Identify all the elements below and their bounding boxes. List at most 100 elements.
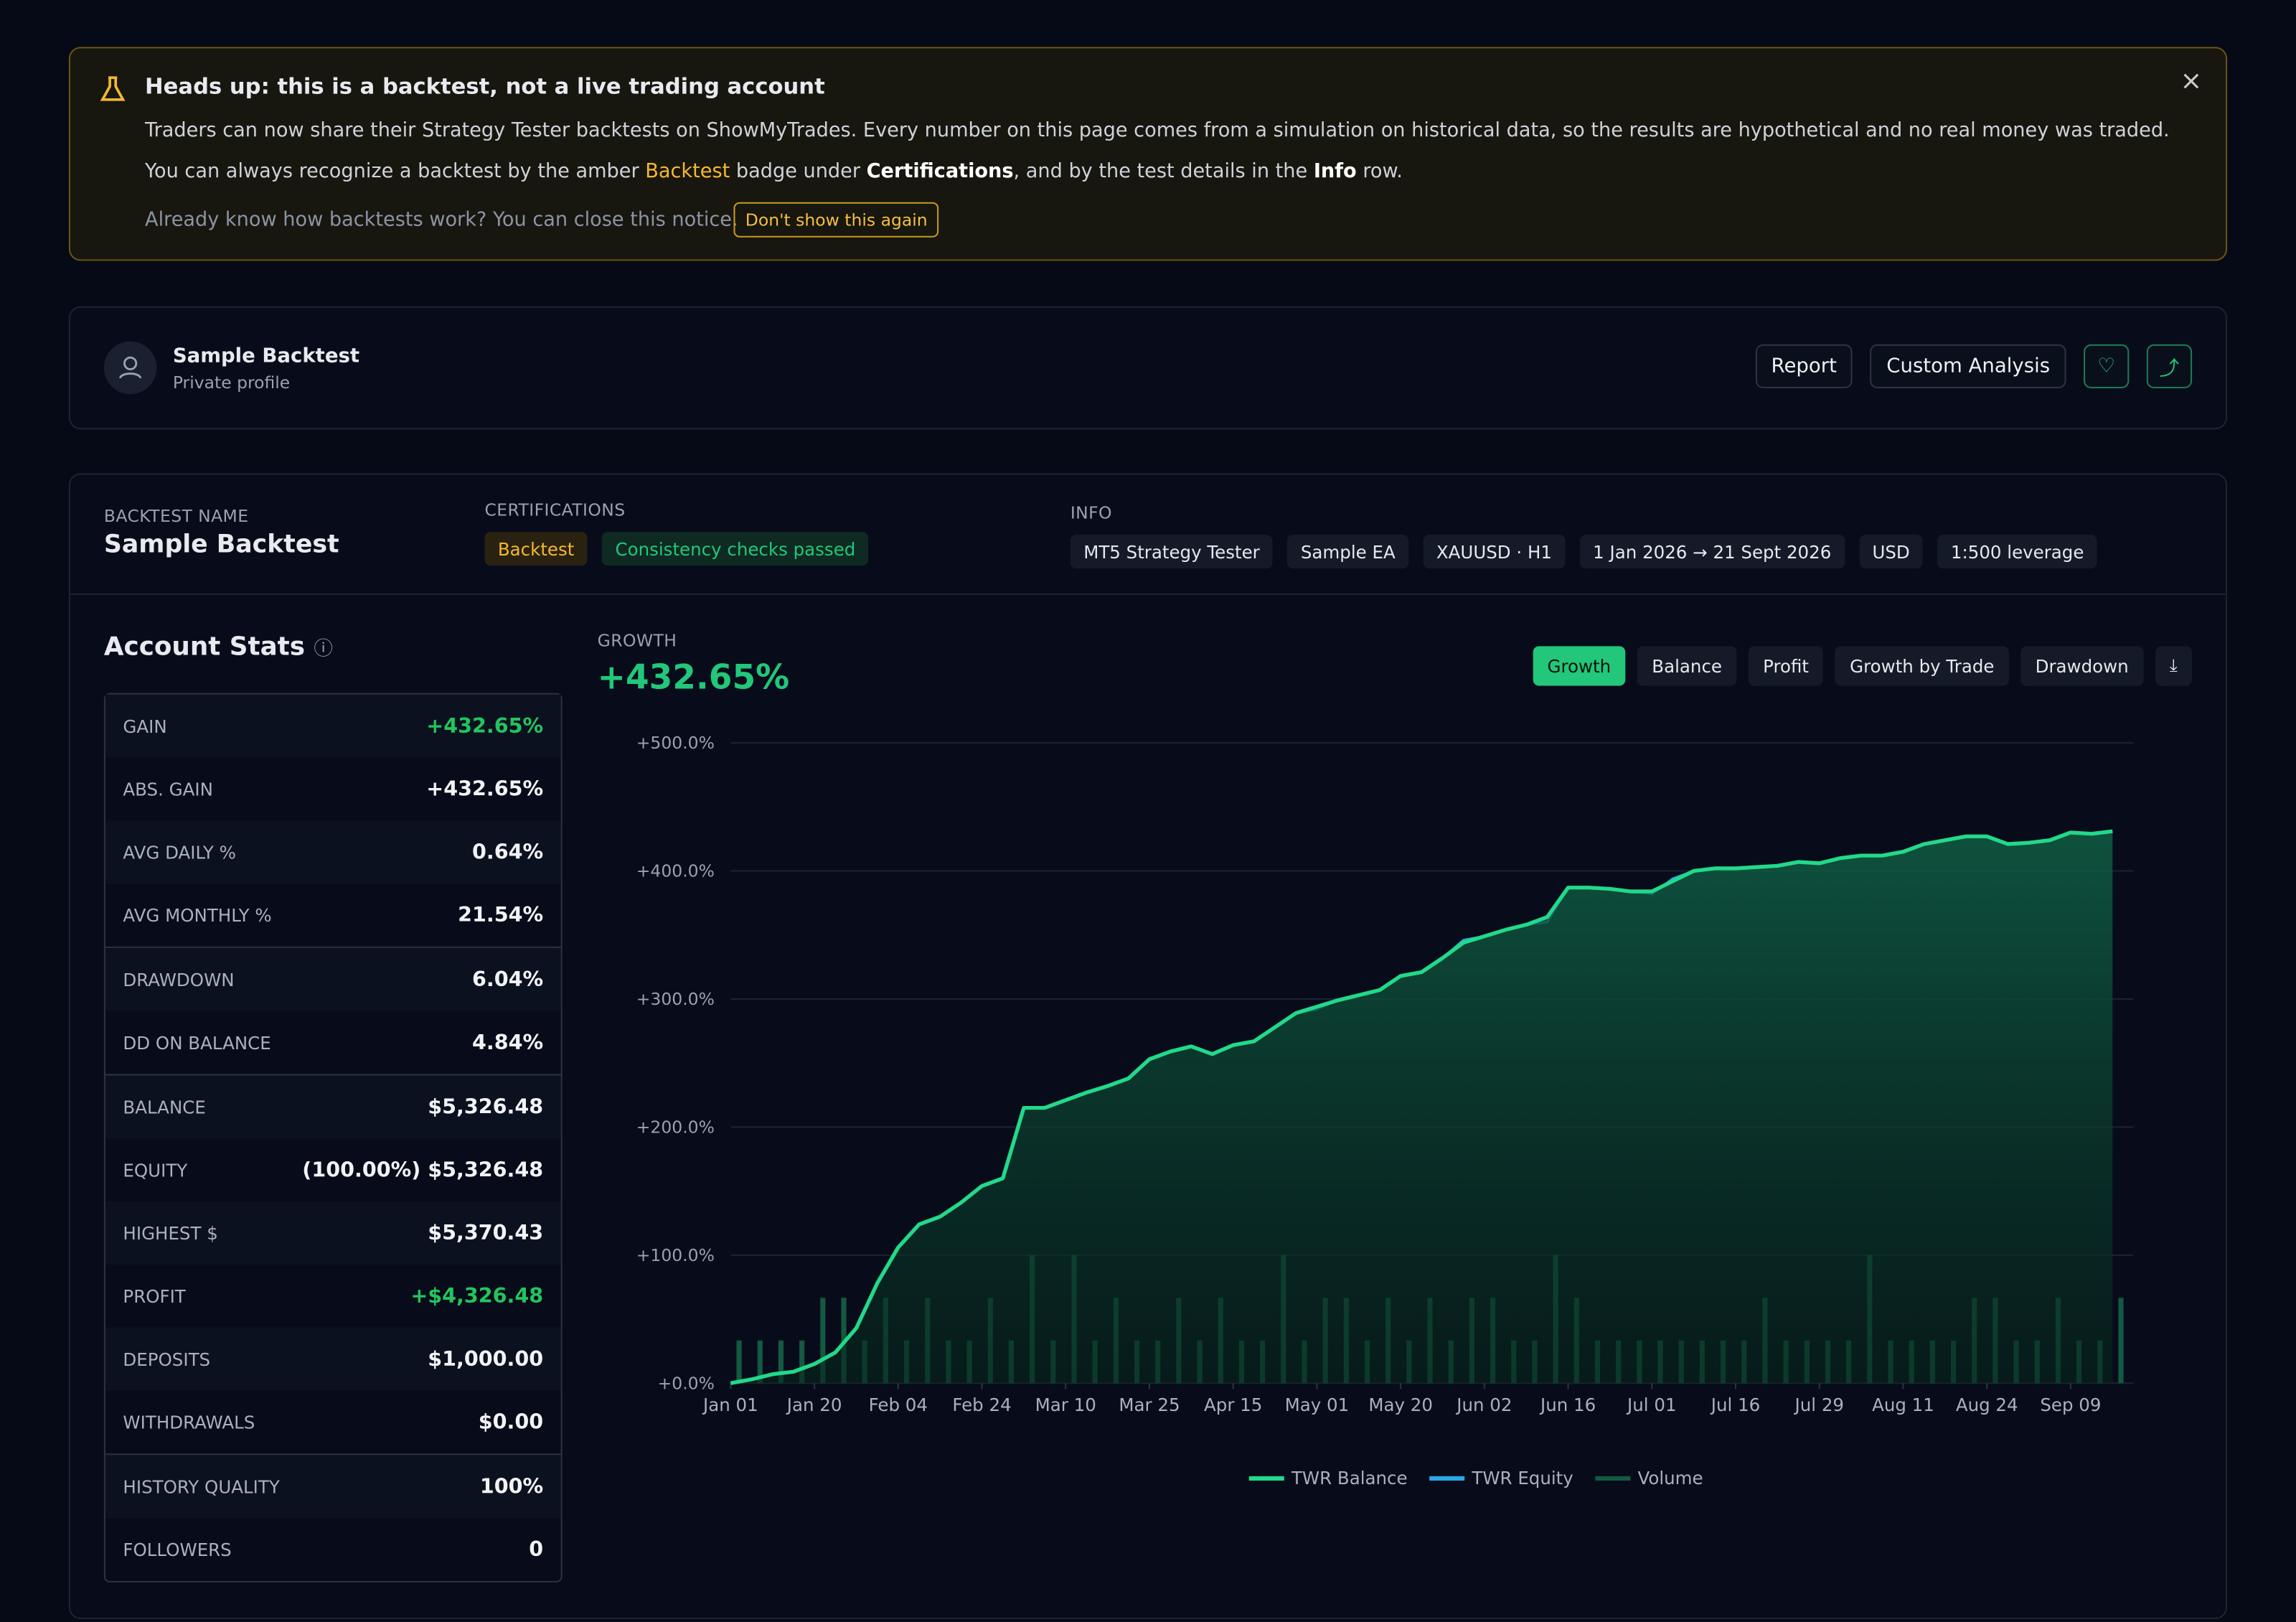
y-tick-label: +200.0% [636, 1117, 715, 1138]
info-chip: USD [1859, 535, 1924, 569]
stat-label: ABS. GAIN [123, 779, 213, 800]
notice-segment: Info [1313, 161, 1357, 184]
stat-value: $5,326.48 [428, 1095, 544, 1119]
stat-label: FOLLOWERS [123, 1539, 232, 1560]
notice-segment: Certifications [866, 161, 1014, 184]
notice-segment: row. [1356, 161, 1403, 184]
stats-row: PROFIT +$4,326.48 [105, 1265, 561, 1328]
x-tick-label: Feb 24 [952, 1394, 1011, 1415]
stat-value: 6.04% [471, 967, 544, 992]
dismiss-button[interactable]: Don't show this again [733, 202, 939, 238]
stat-value: (100.00%) $5,326.48 [302, 1158, 544, 1182]
notice-segment: Backtest [645, 161, 730, 184]
stat-label: BALANCE [123, 1097, 206, 1117]
profile-subtitle: Private profile [172, 372, 291, 393]
stats-row: HIGHEST $ $5,370.43 [105, 1201, 561, 1265]
info-chip: Sample EA [1287, 535, 1409, 569]
stat-label: AVG MONTHLY % [123, 904, 272, 926]
chart-tab[interactable]: Growth by Trade [1835, 646, 2009, 686]
x-tick-label: Jul 16 [1710, 1394, 1760, 1415]
cert-badge: Backtest [484, 532, 588, 566]
stat-value: +432.65% [426, 714, 544, 738]
stats-row: AVG DAILY % 0.64% [105, 820, 561, 884]
x-tick-label: May 20 [1368, 1394, 1433, 1415]
notice-segment: badge under [730, 161, 867, 184]
stats-row: DD ON BALANCE 4.84% [105, 1011, 561, 1074]
volume-bar [757, 1340, 763, 1384]
stat-value: 4.84% [471, 1031, 544, 1054]
x-tick-label: Sep 09 [2040, 1394, 2101, 1415]
cert-badge: Consistency checks passed [602, 532, 869, 566]
chart-tab[interactable]: Growth [1533, 646, 1626, 686]
stat-value: 21.54% [458, 903, 544, 927]
x-tick-label: Jan 20 [786, 1394, 842, 1415]
x-tick-label: Apr 15 [1204, 1394, 1262, 1415]
y-tick-label: +100.0% [636, 1245, 715, 1265]
flask-icon [100, 76, 126, 101]
x-tick-label: May 01 [1285, 1394, 1350, 1415]
stat-label: DRAWDOWN [123, 969, 235, 990]
chart-tab[interactable]: Balance [1637, 646, 1737, 686]
close[interactable]: × [2180, 65, 2203, 97]
legend-label: TWR Balance [1291, 1468, 1408, 1489]
stats-row: DRAWDOWN 6.04% [105, 947, 561, 1011]
divider [70, 593, 2226, 595]
stats-row: AVG MONTHLY % 21.54% [105, 883, 561, 947]
label: INFO [1070, 502, 1112, 523]
y-tick-label: +500.0% [636, 733, 715, 753]
stat-value: 0 [529, 1537, 544, 1562]
backtest-name: Sample Backtest [103, 530, 339, 560]
avatar [103, 341, 157, 395]
info: MT5 Strategy Tester Sample EA XAUUSD · H1 1… [1070, 535, 2112, 569]
stat-label: HISTORY QUALITY [123, 1476, 280, 1497]
notice-text: You can always recognize a backtest by t… [145, 161, 1403, 184]
tabs: Growth Balance Profit Growth by Trade Drawdo… [1521, 646, 2193, 686]
y-tick-label: +0.0% [658, 1373, 715, 1393]
stats-row: BALANCE $5,326.48 [105, 1075, 561, 1139]
x-tick-label: Feb 04 [869, 1394, 928, 1415]
stats-row: WITHDRAWALS $0.00 [105, 1390, 561, 1453]
stat-label: DEPOSITS [123, 1349, 211, 1369]
legend-label: Volume [1638, 1468, 1703, 1489]
volume-bar [736, 1340, 742, 1384]
download-button[interactable]: ⤓ [2155, 646, 2193, 686]
x-tick-label: Aug 11 [1872, 1394, 1934, 1415]
stat-label: PROFIT [123, 1285, 186, 1307]
volume-bar [820, 1298, 826, 1384]
stat-label: EQUITY [123, 1159, 188, 1181]
volume-bar [778, 1340, 784, 1384]
notice-title: Heads up: this is a backtest, not a live… [145, 73, 825, 100]
stats-row: FOLLOWERS 0 [105, 1518, 561, 1581]
notice-text: Already know how backtests work? You can… [145, 209, 738, 232]
stat-label: WITHDRAWALS [123, 1412, 255, 1433]
icon-button[interactable]: ♡ [2084, 344, 2130, 389]
actions: Report Custom Analysis ♡ ⤴ [1738, 344, 2193, 389]
info-chip: MT5 Strategy Tester [1070, 535, 1274, 569]
certs: Backtest Consistency checks passed [484, 532, 884, 566]
volume-bar [2118, 1298, 2124, 1384]
notice-segment: , and by the test details in the [1013, 161, 1314, 184]
area [730, 831, 2113, 1384]
x-tick-label: Jul 01 [1626, 1394, 1676, 1415]
chart-tab[interactable]: Drawdown [2020, 646, 2144, 686]
stat-value: $0.00 [478, 1410, 544, 1434]
chart-tab[interactable]: Profit [1748, 646, 1824, 686]
stat-label: DD ON BALANCE [123, 1032, 271, 1053]
icon-button[interactable]: ⤴ [2146, 344, 2193, 389]
stats-group: BALANCE $5,326.48 EQUITY (100.00%) $5,326.4… [105, 1075, 561, 1455]
stats-title: Account Stats ⓘ [103, 632, 333, 662]
action-button[interactable]: Report [1755, 344, 1853, 389]
notice-text: Traders can now share their Strategy Tes… [145, 120, 2170, 143]
label: CERTIFICATIONS [484, 500, 626, 520]
label: BACKTEST NAME [103, 505, 249, 526]
stat-label: GAIN [123, 716, 167, 736]
action-button[interactable]: Custom Analysis [1870, 344, 2066, 389]
stats-row: EQUITY (100.00%) $5,326.48 [105, 1138, 561, 1201]
x-tick-label: Mar 25 [1119, 1394, 1180, 1415]
volume-bar [799, 1340, 805, 1384]
stat-value: 100% [479, 1474, 544, 1499]
stat-value: +$4,326.48 [410, 1284, 544, 1308]
profile-card: Sample Backtest Private profile Report Cu… [68, 306, 2228, 430]
